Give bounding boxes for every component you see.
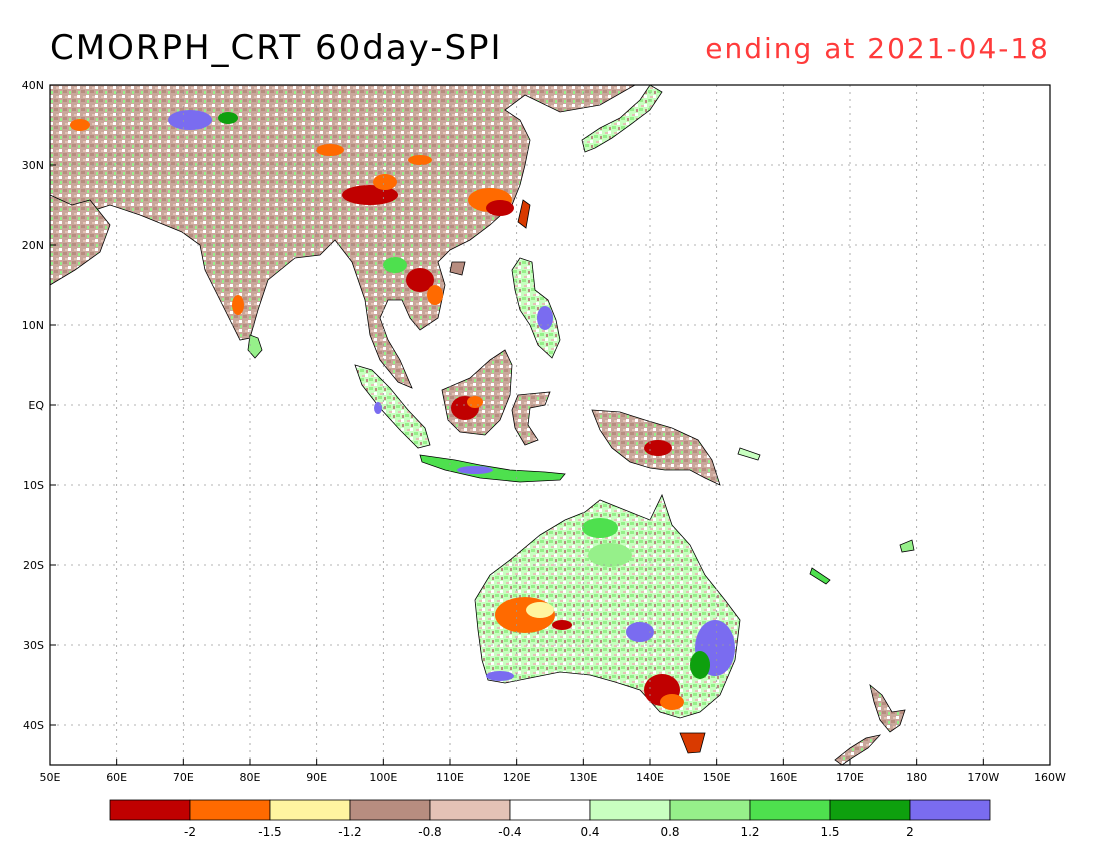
colorbar-swatch [509, 799, 591, 821]
lon-tick-label: 180 [906, 771, 927, 784]
landmass-newcaledonia [809, 567, 831, 585]
anomaly-dry-regions [70, 119, 684, 710]
map-subtitle: ending at 2021-04-18 [705, 32, 1050, 65]
colorbar-swatch [189, 799, 271, 821]
lon-tick-label: 170W [967, 771, 999, 784]
colorbar-swatch [269, 799, 351, 821]
landmass-solomons [737, 447, 761, 461]
lon-tick-label: 170E [836, 771, 864, 784]
lat-tick-label: 20S [23, 559, 44, 572]
lat-tick-label: 20N [22, 239, 44, 252]
landmass-hainan [449, 261, 466, 276]
lon-tick-label: 110E [436, 771, 464, 784]
colorbar-label: 0.8 [660, 825, 679, 839]
longitude-axis: 50E 60E 70E 80E 90E 100E 110E 120E 130E 140E 150E 1… [40, 759, 1066, 784]
lon-tick-label: 160W [1034, 771, 1066, 784]
lat-tick-label: 10N [22, 319, 44, 332]
landmass-japan [581, 85, 663, 153]
lon-tick-label: 150E [703, 771, 731, 784]
graticule [50, 85, 1050, 765]
lon-tick-label: 120E [503, 771, 531, 784]
colorbar-label: -1.5 [258, 825, 281, 839]
anomaly-wet-regions [168, 110, 735, 681]
plot-frame [49, 84, 1051, 766]
colorbar-swatch [749, 799, 831, 821]
landmass-australia [474, 493, 741, 719]
lon-tick-label: 60E [106, 771, 127, 784]
colorbar-label: -0.8 [418, 825, 441, 839]
colorbar-swatch [909, 799, 991, 821]
lat-tick-label: 40N [22, 79, 44, 92]
lat-tick-label: 40S [23, 719, 44, 732]
colorbar-label: -1.2 [338, 825, 361, 839]
lon-tick-label: 140E [636, 771, 664, 784]
latitude-axis: 40N 30N 20N 10N EQ 10S 20S 30S 40S [22, 79, 56, 732]
colorbar-label: 2 [906, 825, 914, 839]
lon-tick-label: 100E [369, 771, 397, 784]
lon-tick-label: 80E [240, 771, 261, 784]
lon-tick-label: 50E [40, 771, 61, 784]
lat-tick-label: EQ [28, 399, 44, 412]
landmass-srilanka [247, 334, 263, 359]
landmass-fiji [899, 539, 915, 553]
lon-tick-label: 130E [569, 771, 597, 784]
colorbar-label: 1.5 [820, 825, 839, 839]
landmass-arabia [50, 194, 111, 286]
landmass-taiwan [517, 199, 531, 229]
colorbar-swatch [589, 799, 671, 821]
landmass-newzealand [834, 683, 906, 765]
landmass-asia [50, 85, 636, 389]
colorbar-label: -0.4 [498, 825, 521, 839]
landmass-tasmania [679, 732, 706, 754]
landmass-philippines [511, 257, 561, 359]
lon-tick-label: 70E [173, 771, 194, 784]
colorbar-label: 0.4 [580, 825, 599, 839]
colorbar-swatch [429, 799, 511, 821]
lat-tick-label: 30S [23, 639, 44, 652]
colorbar-label: -2 [184, 825, 196, 839]
lat-tick-label: 10S [23, 479, 44, 492]
colorbar-label: 1.2 [740, 825, 759, 839]
map-title: CMORPH_CRT 60day-SPI [50, 28, 503, 68]
colorbar-swatch [669, 799, 751, 821]
lon-tick-label: 90E [306, 771, 327, 784]
colorbar: -2 -1.5 -1.2 -0.8 -0.4 0.4 0.8 1.2 1.5 2 [109, 799, 991, 839]
landmass-sumatra [354, 364, 431, 449]
colorbar-swatch [349, 799, 431, 821]
colorbar-swatch [829, 799, 911, 821]
lon-tick-label: 160E [769, 771, 797, 784]
colorbar-swatch [109, 799, 191, 821]
landmass-java [419, 454, 566, 483]
lat-tick-label: 30N [22, 159, 44, 172]
